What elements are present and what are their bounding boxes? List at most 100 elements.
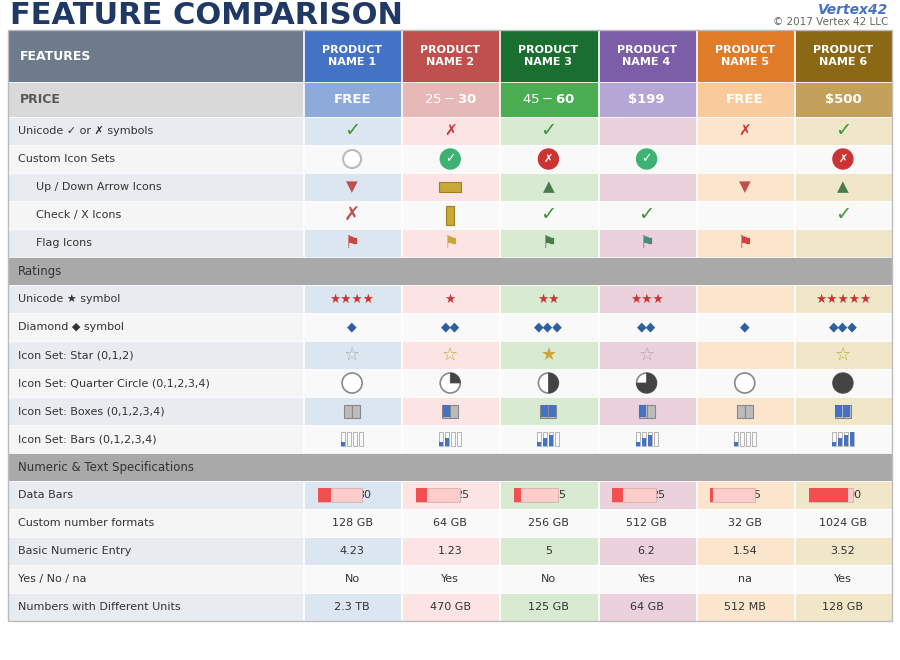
Bar [8, 229, 303, 257]
Bar [8, 397, 303, 425]
Bar [402, 117, 500, 145]
Bar [746, 432, 750, 446]
Bar [402, 173, 500, 201]
Bar [549, 435, 554, 446]
Text: Custom Icon Sets: Custom Icon Sets [18, 154, 115, 164]
Bar [514, 488, 521, 502]
Bar [304, 369, 401, 397]
Text: $25-$30: $25-$30 [424, 93, 477, 106]
Bar [795, 425, 892, 453]
Text: ★: ★ [445, 292, 456, 306]
Bar [8, 453, 892, 481]
Bar [402, 481, 500, 509]
Bar [442, 405, 450, 418]
Text: Basic Numeric Entry: Basic Numeric Entry [18, 546, 131, 556]
Bar [8, 425, 303, 453]
Bar [549, 405, 556, 417]
Bar [347, 432, 351, 446]
Bar [439, 182, 461, 192]
Bar [635, 442, 640, 446]
Text: ✓: ✓ [344, 121, 360, 141]
Bar [642, 438, 645, 446]
Circle shape [440, 373, 460, 393]
Bar [439, 442, 443, 446]
Circle shape [832, 373, 853, 393]
Bar [402, 397, 500, 425]
Bar [304, 229, 401, 257]
Text: ✗: ✗ [444, 123, 456, 139]
Text: ✓: ✓ [642, 152, 652, 166]
Text: 90: 90 [848, 490, 862, 500]
Bar [8, 537, 303, 565]
Circle shape [734, 373, 755, 393]
Bar [500, 565, 598, 593]
Bar [598, 82, 696, 117]
Bar [304, 397, 401, 425]
Bar [838, 432, 842, 446]
Bar [446, 206, 454, 225]
Bar [8, 341, 303, 369]
Text: 25: 25 [455, 490, 469, 500]
Bar [8, 117, 303, 145]
Bar [598, 397, 696, 425]
Bar [795, 369, 892, 397]
Bar [639, 405, 646, 418]
Bar [500, 313, 598, 341]
Text: 1.23: 1.23 [438, 546, 463, 556]
Text: 25: 25 [652, 490, 665, 500]
Bar [8, 145, 303, 173]
Bar [808, 488, 852, 502]
Bar [304, 565, 401, 593]
Text: ✗: ✗ [838, 154, 848, 164]
Bar [304, 481, 401, 509]
Bar [835, 405, 843, 418]
Text: Diamond ◆ symbol: Diamond ◆ symbol [18, 322, 124, 332]
Bar [500, 117, 598, 145]
Text: 125 GB: 125 GB [528, 602, 569, 612]
Bar [598, 425, 696, 453]
Circle shape [343, 150, 361, 168]
Bar [598, 369, 696, 397]
Bar [8, 369, 303, 397]
Bar [500, 593, 598, 621]
Bar [598, 509, 696, 537]
Bar [451, 432, 455, 446]
Bar [710, 488, 754, 502]
Text: ✓: ✓ [638, 205, 655, 224]
Bar [795, 173, 892, 201]
Text: ✓: ✓ [445, 152, 455, 166]
Bar [541, 405, 548, 417]
Text: ★★★★★: ★★★★★ [814, 292, 871, 306]
Bar [500, 30, 598, 82]
Bar [318, 488, 331, 502]
Bar [697, 229, 794, 257]
Text: 5: 5 [544, 546, 552, 556]
Bar [352, 405, 360, 418]
Text: ✓: ✓ [834, 205, 851, 224]
Bar [8, 481, 303, 509]
Bar [500, 229, 598, 257]
Bar [697, 593, 794, 621]
Bar [304, 593, 401, 621]
Text: na: na [738, 574, 752, 584]
Bar [8, 257, 892, 285]
Text: 512 GB: 512 GB [626, 518, 667, 528]
Bar [304, 537, 401, 565]
Bar [795, 481, 892, 509]
Bar [795, 341, 892, 369]
Bar [416, 488, 460, 502]
Bar [795, 145, 892, 173]
Text: ⚑: ⚑ [639, 234, 654, 252]
Bar [635, 432, 640, 446]
Text: ✓: ✓ [834, 121, 851, 141]
Circle shape [538, 149, 558, 169]
Bar [304, 117, 401, 145]
Text: ◆◆◆: ◆◆◆ [829, 321, 858, 333]
Text: ✗: ✗ [738, 123, 752, 139]
Bar [8, 565, 303, 593]
Bar [734, 442, 738, 446]
Bar [500, 481, 598, 509]
Text: ★: ★ [540, 346, 556, 364]
Text: FREE: FREE [726, 93, 763, 106]
Bar [402, 313, 500, 341]
